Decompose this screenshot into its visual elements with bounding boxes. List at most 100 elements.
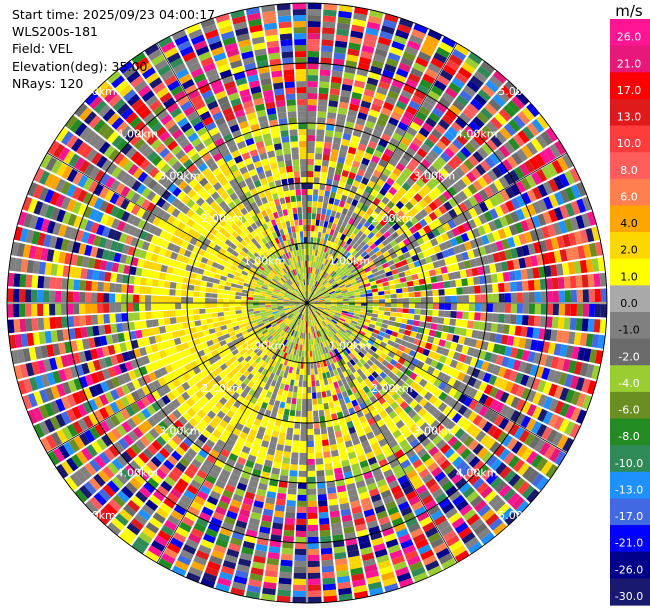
velocity-gate: [461, 175, 472, 187]
velocity-gate: [323, 280, 329, 286]
velocity-gate: [369, 65, 383, 75]
velocity-gate: [402, 152, 413, 162]
velocity-gate: [441, 179, 452, 190]
velocity-gate: [311, 295, 317, 300]
velocity-gate: [351, 199, 359, 207]
velocity-gate: [383, 148, 394, 158]
velocity-gate: [371, 267, 379, 274]
velocity-gate: [363, 236, 371, 244]
velocity-gate: [531, 215, 541, 228]
velocity-gate: [423, 138, 435, 149]
velocity-gate: [329, 248, 335, 255]
velocity-gate: [350, 166, 359, 174]
velocity-gate: [389, 137, 400, 147]
velocity-gate: [481, 125, 494, 138]
velocity-gate: [387, 227, 396, 235]
velocity-gate: [546, 162, 558, 177]
velocity-gate: [400, 215, 410, 224]
velocity-gate: [443, 212, 453, 222]
velocity-gate: [473, 133, 485, 146]
velocity-gate: [473, 93, 487, 107]
velocity-gate: [379, 258, 388, 265]
velocity-gate: [368, 109, 380, 118]
velocity-gate: [460, 146, 472, 158]
velocity-gate: [477, 65, 492, 79]
velocity-gate: [347, 263, 354, 269]
velocity-gate: [307, 105, 317, 112]
velocity-gate: [358, 209, 366, 218]
velocity-gate: [341, 256, 347, 263]
velocity-gate: [322, 271, 327, 278]
velocity-gate: [367, 231, 375, 240]
velocity-gate: [353, 289, 360, 293]
velocity-gate: [348, 204, 356, 212]
velocity-gate: [483, 211, 494, 222]
velocity-gate: [310, 293, 315, 299]
velocity-gate: [397, 121, 409, 132]
velocity-gate: [356, 278, 363, 284]
velocity-gate: [341, 83, 353, 92]
velocity-gate: [336, 28, 350, 37]
velocity-gate: [318, 87, 329, 95]
velocity-gate: [437, 193, 448, 204]
velocity-gate: [314, 274, 318, 281]
velocity-gate: [445, 109, 458, 121]
velocity-gate: [308, 285, 310, 292]
velocity-gate: [319, 75, 330, 83]
velocity-gate: [484, 244, 493, 255]
velocity-gate: [477, 176, 488, 188]
velocity-gate: [463, 159, 475, 171]
velocity-gate: [360, 293, 367, 298]
velocity-gate: [385, 255, 393, 262]
velocity-gate: [579, 229, 589, 244]
velocity-gate: [357, 267, 365, 273]
velocity-gate: [316, 282, 320, 288]
velocity-gate: [467, 219, 477, 230]
velocity-gate: [438, 204, 448, 215]
velocity-gate: [401, 182, 411, 192]
velocity-gate: [361, 276, 369, 282]
velocity-gate: [356, 230, 364, 238]
velocity-gate: [324, 215, 330, 222]
velocity-gate: [353, 273, 361, 279]
velocity-gate: [456, 224, 466, 235]
velocity-gate: [350, 212, 358, 220]
velocity-gate: [510, 247, 519, 259]
velocity-gate: [312, 299, 319, 302]
velocity-gate: [324, 298, 331, 301]
velocity-gate: [365, 247, 373, 254]
velocity-gate: [379, 218, 388, 227]
velocity-gate: [492, 230, 501, 242]
velocity-gate: [357, 281, 364, 287]
velocity-gate: [356, 255, 363, 262]
velocity-gate: [489, 242, 499, 253]
velocity-gate: [327, 203, 334, 211]
velocity-gate: [400, 282, 408, 288]
velocity-gate: [313, 255, 317, 262]
velocity-gate: [455, 253, 464, 263]
velocity-gate: [337, 16, 352, 25]
velocity-gate: [403, 110, 415, 121]
velocity-gate: [545, 127, 558, 142]
velocity-gate: [546, 224, 556, 237]
velocity-gate: [322, 202, 328, 210]
velocity-gate: [389, 284, 396, 290]
velocity-gate: [348, 42, 361, 51]
velocity-gate: [585, 227, 595, 243]
velocity-gate: [367, 260, 375, 267]
velocity-gate: [427, 90, 441, 102]
velocity-gate: [307, 99, 317, 106]
velocity-gate: [382, 281, 390, 287]
velocity-gate: [415, 111, 428, 122]
velocity-gate: [366, 292, 373, 297]
velocity-gate: [356, 201, 364, 210]
velocity-gate: [506, 155, 518, 169]
velocity-gate: [423, 270, 431, 278]
velocity-gate: [366, 166, 375, 175]
velocity-gate: [397, 23, 412, 34]
velocity-gate: [421, 234, 430, 243]
velocity-gate: [400, 259, 408, 267]
velocity-gate: [386, 235, 395, 243]
velocity-gate: [425, 117, 437, 128]
velocity-gate: [313, 274, 317, 281]
